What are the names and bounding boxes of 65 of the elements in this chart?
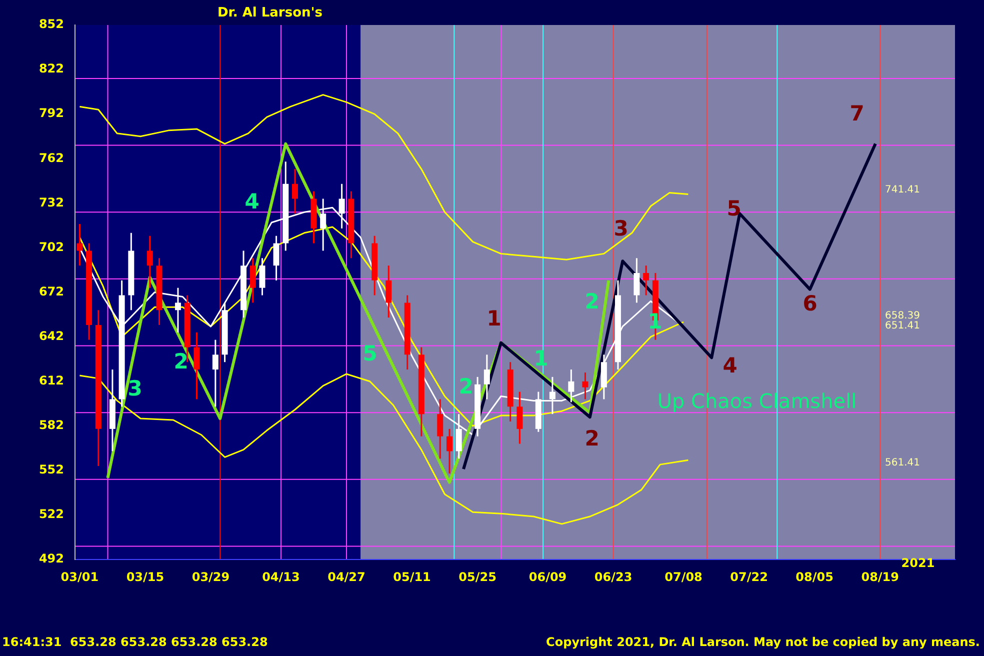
y-tick-label: 702 <box>38 240 64 254</box>
y-tick-label: 552 <box>38 462 64 477</box>
annotation: 3 <box>614 216 628 240</box>
y-tick-label: 612 <box>38 374 64 388</box>
y-tick-label: 582 <box>38 418 64 432</box>
candlestick <box>76 223 83 266</box>
candlestick <box>259 257 266 296</box>
annotation: 2 <box>584 426 600 450</box>
candlestick <box>446 428 452 474</box>
annotation: 2021 <box>901 556 935 570</box>
annotation: 741.41 <box>885 184 920 196</box>
chart-title: Dr. Al Larson's <box>218 5 323 20</box>
annotation: 3 <box>128 376 142 400</box>
candlestick <box>250 257 256 304</box>
annotation: 7 <box>850 101 864 126</box>
candlestick <box>212 339 218 408</box>
x-tick-label: 05/25 <box>458 570 496 584</box>
candlestick <box>174 287 181 334</box>
y-tick-label: 762 <box>38 150 64 165</box>
annotation: 2 <box>458 374 474 398</box>
candlestick <box>386 264 392 318</box>
text: Copyright 2021, Dr. Al Larson. May not be copied by any means. <box>546 635 980 650</box>
x-tick-label: 03/15 <box>126 570 164 584</box>
x-tick-label: 04/27 <box>328 570 366 584</box>
annotation: 561.41 <box>885 458 920 469</box>
x-tick-label: 07/08 <box>664 570 702 584</box>
candlestick <box>273 235 280 282</box>
x-tick-label: 06/09 <box>528 570 567 584</box>
candlestick <box>582 372 588 400</box>
y-tick-label: 492 <box>38 552 64 566</box>
candlestick <box>568 368 574 403</box>
x-tick-label: 03/01 <box>60 570 99 584</box>
annotation: 2 <box>174 349 188 374</box>
annotation: 5 <box>362 341 378 366</box>
annotation: 4 <box>722 353 738 378</box>
annotation: 2 <box>584 289 600 314</box>
x-tick-label: 03/29 <box>192 570 230 584</box>
x-tick-label: 08/19 <box>861 570 899 584</box>
candlestick <box>634 257 640 304</box>
annotation: 651.41 <box>885 320 920 332</box>
candlestick <box>484 354 490 400</box>
x-tick-label: 04/13 <box>262 570 300 584</box>
annotation: 4 <box>244 189 260 214</box>
x-tick-label: 05/11 <box>393 570 431 584</box>
y-tick-label: 822 <box>38 62 64 76</box>
annotation: 658.39 <box>885 310 920 322</box>
candlestick <box>643 264 650 296</box>
x-tick-label: 08/05 <box>796 570 834 584</box>
annotation: 1 <box>486 306 502 330</box>
candlestick <box>549 376 556 415</box>
candlestick <box>292 168 298 214</box>
candlestick <box>194 332 200 400</box>
annotation: 6 <box>802 291 818 316</box>
y-tick-label: 522 <box>38 507 64 522</box>
y-tick-label: 852 <box>38 17 64 32</box>
text: 16:41:31 653.28 653.28 653.28 653.28 <box>2 635 268 650</box>
y-tick-label: 732 <box>38 195 64 210</box>
y-tick-label: 672 <box>38 284 64 298</box>
x-tick-label: 07/22 <box>730 570 768 584</box>
x-tick-label: 06/23 <box>594 570 632 584</box>
candlestick <box>437 398 444 460</box>
y-tick-label: 642 <box>38 328 64 343</box>
y-tick-label: 792 <box>38 106 64 120</box>
candlestick <box>516 391 523 445</box>
candlestick <box>146 235 153 289</box>
